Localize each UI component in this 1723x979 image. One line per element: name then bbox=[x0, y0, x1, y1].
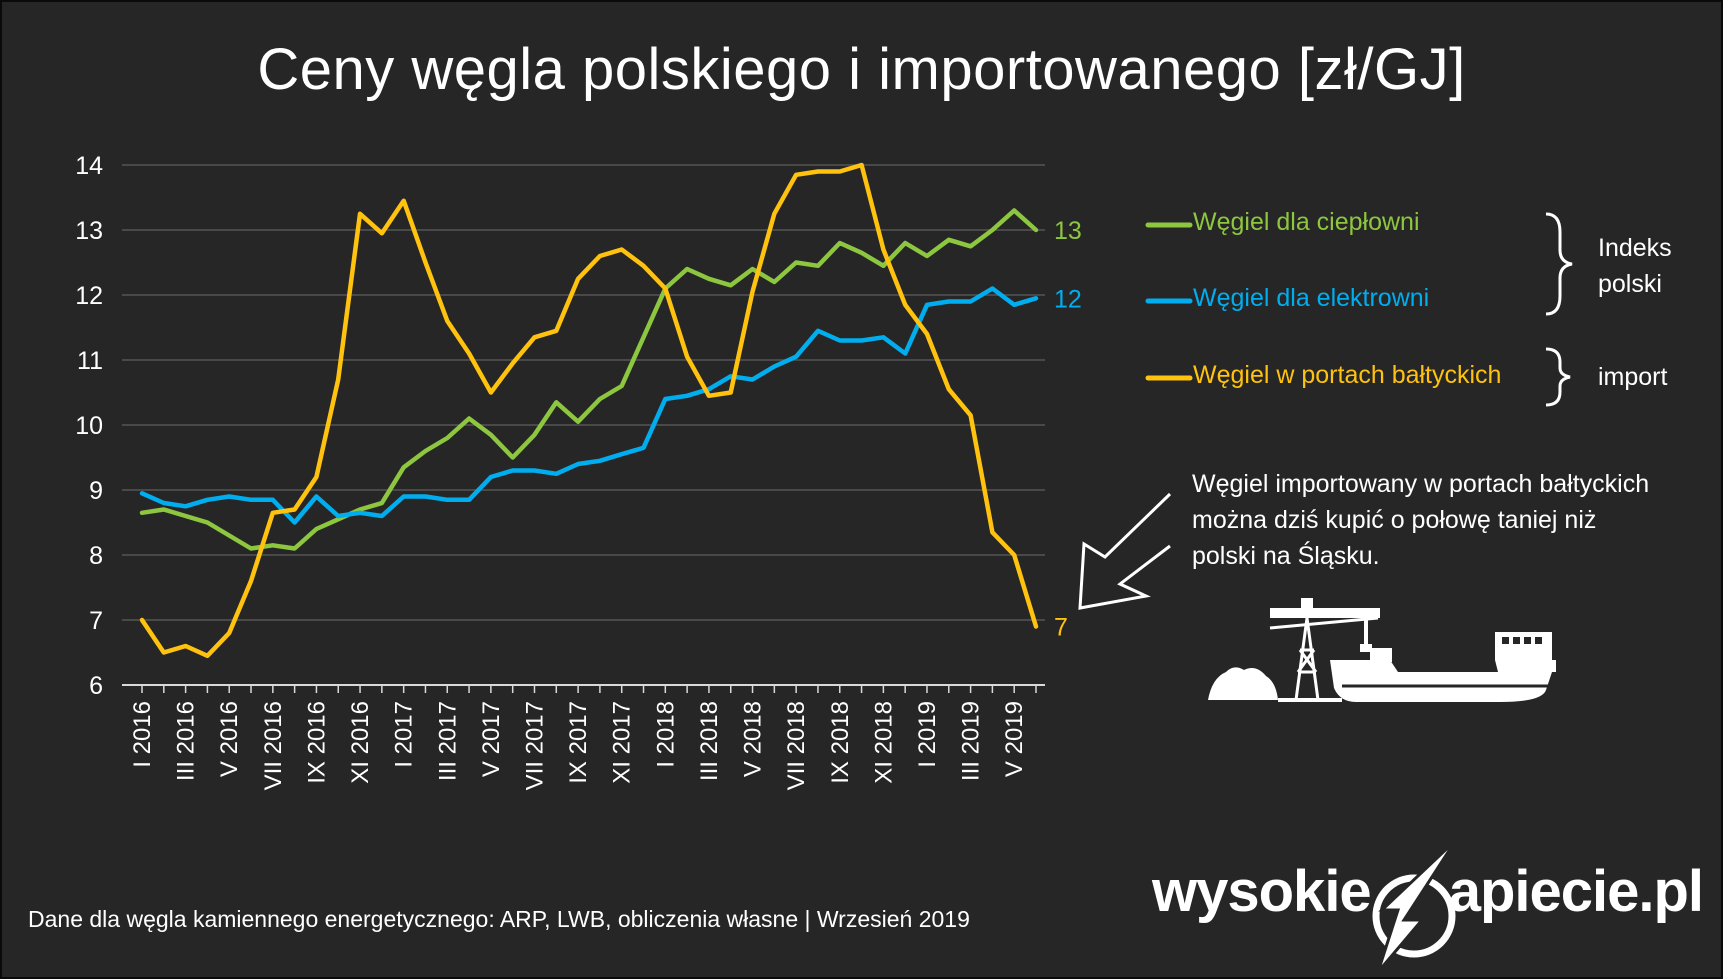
x-tick-label: IX 2016 bbox=[303, 701, 330, 784]
series-lines bbox=[139, 162, 1039, 659]
series-line-1 bbox=[139, 286, 1039, 525]
legend-label-power: Węgiel dla elektrowni bbox=[1193, 284, 1430, 312]
x-tick-label: I 2016 bbox=[129, 701, 156, 768]
x-tick-label: XI 2017 bbox=[609, 701, 636, 784]
group-label-polish-line2: polski bbox=[1598, 270, 1662, 298]
x-tick-label: V 2016 bbox=[216, 701, 243, 777]
x-axis-ticks: I 2016 III 2016 V 2016 VII 2016 IX 2016 XI 20… bbox=[129, 685, 1037, 790]
x-tick-label: III 2018 bbox=[696, 701, 723, 781]
y-tick-label: 6 bbox=[89, 672, 103, 700]
brace-import bbox=[1545, 347, 1571, 407]
x-tick-label: IX 2018 bbox=[827, 701, 854, 784]
y-tick-label: 11 bbox=[77, 347, 103, 375]
group-label-polish-line1: Indeks bbox=[1598, 234, 1672, 262]
end-label: 13 bbox=[1054, 217, 1082, 245]
end-label: 12 bbox=[1054, 285, 1082, 313]
brand-logo: wysokie apiecie.pl bbox=[1152, 858, 1704, 925]
x-tick-label: V 2017 bbox=[478, 701, 505, 777]
x-tick-label: III 2016 bbox=[173, 701, 200, 781]
port-ship-icon bbox=[1208, 598, 1556, 702]
y-tick-label: 8 bbox=[89, 542, 103, 570]
y-axis-ticks: 6 7 8 9 10 11 12 13 14 bbox=[75, 152, 103, 700]
x-tick-label: VII 2016 bbox=[260, 701, 287, 790]
lightning-n-icon bbox=[1372, 838, 1458, 973]
group-label-import: import bbox=[1598, 363, 1668, 391]
legend-label-heating: Węgiel dla ciepłowni bbox=[1193, 208, 1420, 236]
x-tick-label: XI 2018 bbox=[870, 701, 897, 784]
gridlines bbox=[122, 164, 1045, 686]
x-tick-label: I 2017 bbox=[391, 701, 418, 768]
logo-text-left: wysokie bbox=[1152, 859, 1372, 924]
end-labels: 13 12 7 bbox=[1054, 217, 1082, 642]
x-tick-label: XI 2016 bbox=[347, 701, 374, 784]
brace-polish bbox=[1545, 212, 1573, 316]
x-tick-label: III 2019 bbox=[958, 701, 985, 781]
series-line-0 bbox=[139, 208, 1039, 551]
y-tick-label: 14 bbox=[75, 152, 103, 180]
x-tick-label: VII 2017 bbox=[521, 701, 548, 790]
legend-swatches bbox=[1145, 222, 1193, 381]
x-tick-label: V 2018 bbox=[740, 701, 767, 777]
arrow-icon bbox=[1078, 492, 1172, 610]
x-tick-label: VII 2018 bbox=[783, 701, 810, 790]
y-tick-label: 13 bbox=[75, 217, 103, 245]
x-tick-label: IX 2017 bbox=[565, 701, 592, 784]
x-tick-label: V 2019 bbox=[1001, 701, 1028, 777]
y-tick-label: 12 bbox=[75, 282, 103, 310]
y-tick-label: 7 bbox=[89, 607, 103, 635]
chart-title: Ceny węgla polskiego i importowanego [zł… bbox=[257, 37, 1466, 102]
x-tick-label: I 2018 bbox=[652, 701, 679, 768]
legend-label-baltic: Węgiel w portach bałtyckich bbox=[1193, 361, 1502, 389]
logo-text-right: apiecie.pl bbox=[1448, 859, 1704, 924]
annotation-note: Węgiel importowany w portach bałtyckich … bbox=[1192, 470, 1650, 570]
y-tick-label: 9 bbox=[89, 477, 103, 505]
end-label: 7 bbox=[1054, 614, 1068, 642]
x-tick-label: III 2017 bbox=[434, 701, 461, 781]
series-line-2 bbox=[139, 162, 1039, 659]
group-label-polish: Indeks polski bbox=[1598, 230, 1672, 302]
footer-source: Dane dla węgla kamiennego energetycznego… bbox=[28, 906, 970, 932]
y-tick-label: 10 bbox=[75, 412, 103, 440]
x-tick-label: I 2019 bbox=[914, 701, 941, 768]
